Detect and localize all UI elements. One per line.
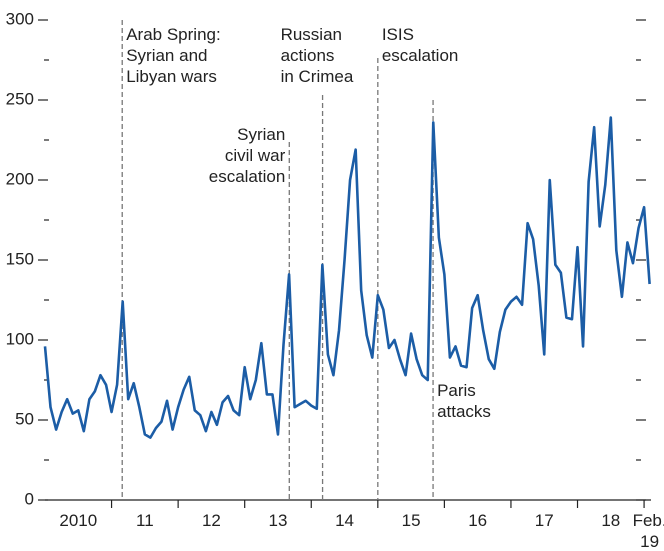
annotation: Syrian civil war escalation <box>208 125 286 186</box>
x-tick-label: 11 <box>136 511 154 530</box>
y-tick-label: 300 <box>6 9 34 28</box>
y-tick-label: 200 <box>6 169 34 188</box>
annotation: ISIS escalation <box>381 25 459 65</box>
x-tick-label: 17 <box>534 511 554 530</box>
annotation: Paris attacks <box>437 381 491 421</box>
x-tick-label: 16 <box>468 511 488 530</box>
y-tick-label: 150 <box>6 249 34 268</box>
y-tick-label: 250 <box>6 89 34 108</box>
annotation: Russian actions in Crimea <box>280 25 354 86</box>
y-tick-label: 50 <box>15 409 34 428</box>
x-tick-label: 18 <box>601 511 621 530</box>
x-tick-label: 2010 <box>59 511 98 530</box>
data-line <box>43 116 651 439</box>
x-tick-label: 12 <box>201 511 221 530</box>
annotation: Arab Spring: Syrian and Libyan wars <box>126 25 221 86</box>
x-tick-label: 15 <box>401 511 421 530</box>
y-tick-label: 100 <box>6 329 34 348</box>
y-tick-label: 0 <box>25 489 34 508</box>
x-tick-label: Feb. 19 <box>632 511 664 551</box>
x-tick-label: 14 <box>335 511 354 530</box>
x-tick-label: 13 <box>268 511 288 530</box>
